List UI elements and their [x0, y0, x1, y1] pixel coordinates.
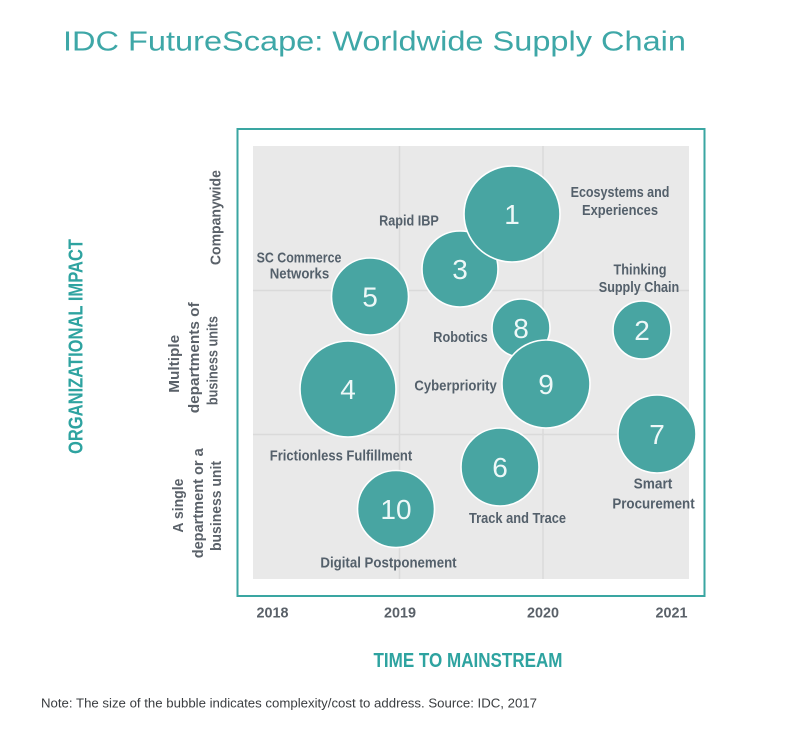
svg-text:Digital Postponement: Digital Postponement [320, 555, 456, 572]
svg-text:Robotics: Robotics [433, 329, 487, 346]
svg-text:Networks: Networks [270, 266, 330, 283]
svg-text:Rapid IBP: Rapid IBP [379, 213, 439, 230]
svg-text:business units: business units [205, 316, 222, 405]
svg-text:IDC FutureScape: Worldwide Sup: IDC FutureScape: Worldwide Supply Chain [63, 26, 686, 57]
svg-text:Track and Trace: Track and Trace [469, 510, 566, 527]
svg-text:Frictionless Fulfillment: Frictionless Fulfillment [270, 447, 412, 464]
svg-text:Companywide: Companywide [208, 170, 225, 265]
svg-text:TIME TO MAINSTREAM: TIME TO MAINSTREAM [374, 650, 563, 672]
svg-text:2021: 2021 [656, 605, 688, 622]
svg-text:1: 1 [504, 199, 520, 230]
svg-text:10: 10 [380, 494, 411, 525]
svg-text:department or a: department or a [190, 448, 207, 559]
svg-text:5: 5 [362, 282, 378, 313]
svg-text:2019: 2019 [384, 605, 416, 622]
svg-text:Note: The size of the bubble i: Note: The size of the bubble indicates c… [41, 696, 537, 711]
svg-text:Thinking: Thinking [614, 262, 667, 279]
svg-text:9: 9 [538, 369, 554, 400]
svg-text:Smart: Smart [634, 476, 673, 493]
svg-text:Procurement: Procurement [612, 496, 694, 513]
svg-text:Multiple: Multiple [166, 335, 183, 393]
svg-text:Ecosystems and: Ecosystems and [571, 184, 670, 201]
svg-text:7: 7 [649, 419, 665, 450]
svg-text:6: 6 [492, 452, 508, 483]
svg-text:Cyberpriority: Cyberpriority [414, 377, 497, 394]
svg-text:4: 4 [340, 374, 356, 405]
svg-text:Experiences: Experiences [582, 202, 658, 219]
svg-text:3: 3 [452, 254, 468, 285]
svg-text:ORGANIZATIONAL IMPACT: ORGANIZATIONAL IMPACT [66, 239, 88, 454]
svg-text:Supply Chain: Supply Chain [599, 279, 679, 296]
svg-text:2: 2 [634, 315, 650, 346]
svg-text:departments of: departments of [186, 301, 203, 413]
svg-text:2020: 2020 [527, 605, 559, 622]
svg-text:2018: 2018 [257, 605, 289, 622]
svg-text:SC Commerce: SC Commerce [257, 250, 342, 267]
svg-text:business unit: business unit [208, 461, 225, 551]
svg-text:8: 8 [513, 313, 529, 344]
svg-text:A single: A single [170, 479, 187, 533]
